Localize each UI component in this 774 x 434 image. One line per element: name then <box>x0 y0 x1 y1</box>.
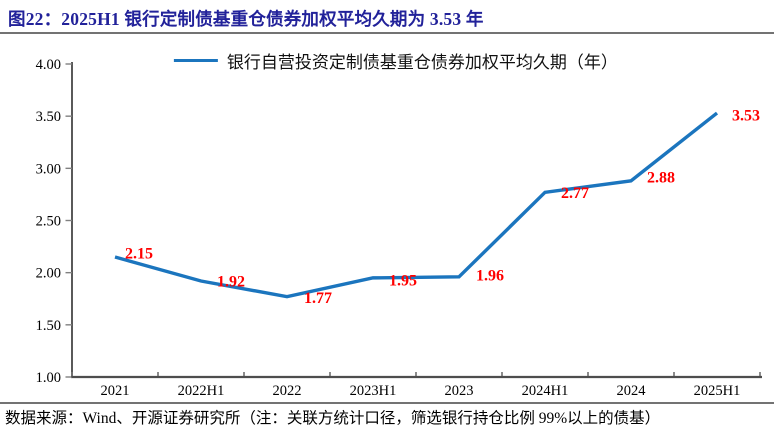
y-tick-label: 3.50 <box>36 109 61 125</box>
x-tick-label: 2023H1 <box>350 383 397 399</box>
data-label: 2.15 <box>125 246 153 263</box>
title-divider <box>0 32 774 34</box>
data-label: 1.92 <box>217 274 245 291</box>
data-label: 1.95 <box>389 272 417 289</box>
y-tick-label: 2.00 <box>36 266 61 282</box>
y-tick-label: 1.00 <box>36 370 61 386</box>
x-tick-label: 2022H1 <box>178 383 225 399</box>
x-tick-label: 2022 <box>273 383 302 399</box>
data-label: 2.77 <box>561 185 589 202</box>
series-line <box>114 111 719 299</box>
x-tick-label: 2023 <box>445 383 474 399</box>
data-label: 3.53 <box>732 108 760 125</box>
y-tick-label: 1.50 <box>36 318 61 334</box>
x-tick-label: 2024 <box>617 383 647 399</box>
legend-label: 银行自营投资定制债基重仓债券加权平均久期（年） <box>226 53 618 72</box>
y-tick-label: 3.00 <box>36 161 61 177</box>
legend-line-marker <box>173 59 218 62</box>
x-tick-label: 2025H1 <box>694 383 741 399</box>
figure-title: 图22：2025H1 银行定制债基重仓债券加权平均久期为 3.53 年 <box>8 9 484 29</box>
data-label: 1.77 <box>304 290 332 307</box>
y-tick-label: 4.00 <box>36 57 61 73</box>
data-source-note: 数据来源：Wind、开源证券研究所（注：关联方统计口径，筛选银行持仓比例 99%… <box>5 410 661 427</box>
data-label: 2.88 <box>647 169 675 186</box>
x-tick-label: 2021 <box>101 383 130 399</box>
x-tick-label: 2024H1 <box>522 383 569 399</box>
chart-legend: 银行自营投资定制债基重仓债券加权平均久期（年） <box>173 48 618 73</box>
data-label: 1.96 <box>476 267 504 284</box>
footer-divider <box>0 402 774 404</box>
y-tick-label: 2.50 <box>36 214 61 230</box>
